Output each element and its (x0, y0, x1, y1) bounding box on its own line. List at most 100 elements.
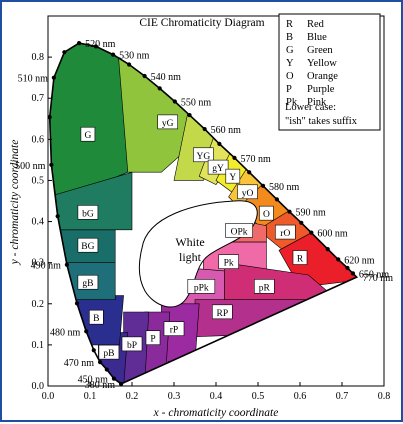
legend-text: Yellow (307, 58, 337, 69)
locus-dot (111, 52, 116, 57)
wavelength-label: 380 nm (85, 380, 116, 391)
svg-text:G: G (84, 131, 91, 141)
y-tick-label: 0.1 (32, 340, 45, 351)
locus-dot (217, 141, 222, 146)
locus-dot (345, 265, 350, 271)
region-label-bg: bG (77, 205, 99, 220)
locus-dot (157, 86, 162, 91)
legend-text: Red (307, 19, 325, 30)
svg-text:rP: rP (170, 326, 178, 336)
svg-text:pR: pR (259, 283, 271, 293)
svg-text:Y: Y (229, 173, 236, 183)
locus-dot (84, 329, 89, 334)
locus-dot (142, 73, 147, 79)
wavelength-label: 770 nm (363, 273, 394, 284)
wavelength-label: 560 nm (211, 125, 242, 136)
region-label-rp: rP (163, 321, 185, 336)
wavelength-label: 490 nm (31, 261, 62, 272)
x-tick-label: 0.8 (378, 391, 391, 402)
region-label-g: G (80, 126, 96, 142)
x-tick-label: 0.1 (84, 391, 97, 402)
locus-dot (93, 44, 98, 49)
region-label-r: R (292, 250, 308, 265)
locus-dot (260, 183, 266, 188)
wavelength-label: 530 nm (119, 51, 150, 62)
y-tick-label: 0.2 (32, 299, 45, 310)
y-tick-label: 0.5 (32, 175, 45, 186)
y-ticks: 0.0 0.1 0.2 0.3 0.4 0.5 0.6 0.7 0.8 (32, 52, 52, 392)
region-label-p: P (145, 330, 161, 346)
svg-text:gY: gY (212, 164, 224, 174)
color-region-fill (49, 171, 133, 231)
locus-dot (62, 50, 67, 55)
y-tick-label: 0.3 (32, 258, 45, 269)
locus-dot (274, 197, 279, 202)
legend-key: Y (286, 58, 294, 69)
legend-key: G (286, 45, 294, 56)
wavelength-label: 650 nm (359, 269, 390, 280)
white-light-label-line1: White (175, 235, 204, 249)
wavelength-label: 510 nm (18, 74, 49, 85)
locus-dot (172, 99, 177, 104)
wavelength-label: 600 nm (317, 229, 348, 240)
x-tick-label: 0.0 (42, 391, 55, 402)
legend-text: Orange (307, 71, 338, 82)
svg-text:YG: YG (197, 152, 211, 162)
locus-dot (325, 247, 330, 252)
svg-text:rO: rO (280, 229, 290, 239)
region-label-yg: YG (193, 147, 214, 163)
locus-dot (118, 381, 124, 387)
locus-dot (64, 262, 69, 267)
locus-dot (111, 376, 117, 381)
svg-text:pPk: pPk (194, 283, 209, 293)
y-tick-label: 0.8 (32, 52, 45, 63)
locus-dot (202, 126, 207, 132)
wavelength-label: 470 nm (64, 358, 95, 369)
y-tick-label: 0.0 (32, 381, 45, 392)
chart-title: CIE Chromaticity Diagram (139, 17, 264, 29)
locus-dot (97, 360, 103, 365)
region-label-pr: pR (254, 279, 275, 294)
x-tick-label: 0.5 (252, 391, 265, 402)
legend-text: Green (307, 45, 333, 56)
legend-key: Pk (286, 97, 298, 108)
locus-dot (187, 112, 192, 118)
svg-text:B: B (93, 314, 99, 324)
svg-text:R: R (297, 255, 304, 265)
svg-text:pB: pB (103, 349, 114, 359)
locus-dot (309, 230, 314, 235)
legend-note-line2: "ish" takes suffix (285, 116, 358, 127)
svg-text:bG: bG (82, 209, 94, 219)
svg-text:BG: BG (81, 242, 94, 252)
wavelength-label: 450 nm (78, 375, 109, 386)
y-tick-label: 0.7 (32, 93, 45, 104)
legend-key: B (286, 32, 293, 43)
region-label-yo: yO (237, 184, 258, 200)
region-label-gb: gB (77, 274, 99, 290)
wavelength-label: 580 nm (269, 182, 300, 193)
wavelength-label: 570 nm (240, 154, 270, 165)
locus-dot (91, 348, 96, 353)
spectral-locus (48, 42, 359, 385)
region-label-pk: Pk (218, 254, 239, 269)
wavelength-label: 620 nm (344, 255, 375, 266)
region-label-opk: OPk (225, 223, 253, 238)
x-tick-label: 0.6 (294, 391, 307, 402)
svg-text:OPk: OPk (231, 227, 248, 237)
y-axis-label: y - chromaticity coordinate (9, 140, 21, 266)
svg-text:yO: yO (242, 189, 254, 199)
locus-dot (232, 155, 237, 160)
region-label-yg: yG (157, 114, 178, 130)
locus-dot (74, 301, 80, 306)
svg-text:yG: yG (162, 119, 174, 129)
x-axis-label: x - chromaticity coordinate (153, 407, 279, 419)
region-label-y: Y (225, 168, 241, 184)
region-label-o: O (259, 205, 274, 221)
legend-text: Pink (307, 97, 327, 108)
x-tick-label: 0.7 (336, 391, 349, 402)
wavelength-label: 550 nm (181, 98, 212, 109)
x-tick-label: 0.3 (168, 391, 181, 402)
